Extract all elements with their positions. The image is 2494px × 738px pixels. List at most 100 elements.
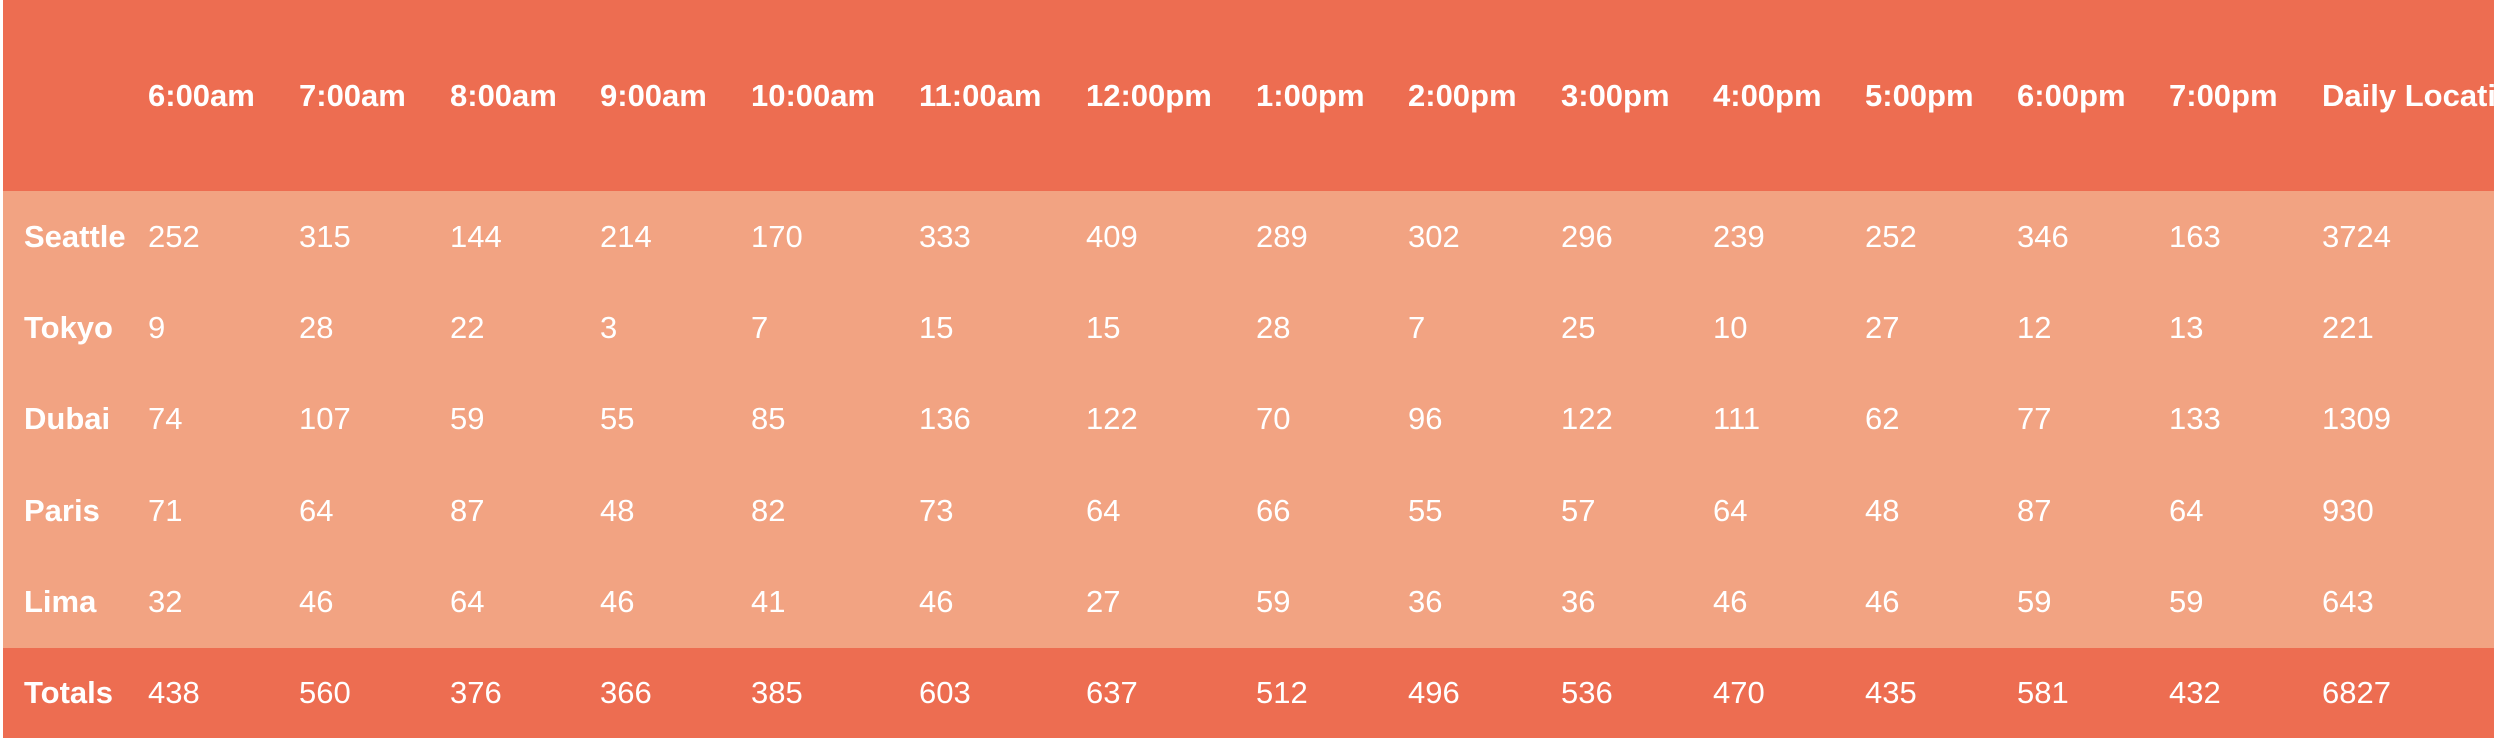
hourly-value-cell: 214 <box>600 218 652 254</box>
hourly-total-cell: 385 <box>751 675 803 710</box>
hourly-value-cell: 74 <box>148 401 183 437</box>
hourly-value-cell: 333 <box>919 218 971 254</box>
corner-cell <box>3 0 148 191</box>
hourly-total-cell: 376 <box>450 675 502 710</box>
hourly-value-cell: 346 <box>2017 218 2069 254</box>
hourly-value-cell: 315 <box>299 218 351 254</box>
hourly-value-cell: 302 <box>1408 218 1460 254</box>
hourly-value-cell: 66 <box>1256 492 1291 528</box>
hourly-value-cell: 46 <box>919 584 954 620</box>
hourly-value-cell: 25 <box>1561 310 1596 346</box>
hourly-value-cell: 41 <box>751 584 786 620</box>
daily-location-total-header: Daily Location Total <box>2322 78 2494 113</box>
hourly-value-cell: 64 <box>1713 492 1748 528</box>
totals-row: Totals 438 560 376 366 385 603 637 512 496 536 470… <box>3 648 2494 738</box>
hourly-value-cell: 64 <box>299 492 334 528</box>
hour-header: 8:00am <box>450 77 557 113</box>
hourly-value-cell: 59 <box>1256 584 1291 620</box>
hourly-total-cell: 560 <box>299 675 351 710</box>
hourly-total-cell: 435 <box>1865 675 1917 710</box>
table-row: Paris 71 64 87 48 82 73 64 66 55 57 64 48 87 64 930 <box>3 465 2494 557</box>
hourly-value-cell: 252 <box>1865 218 1917 254</box>
hourly-value-cell: 296 <box>1561 218 1613 254</box>
hourly-value-cell: 57 <box>1561 492 1596 528</box>
hourly-value-cell: 71 <box>148 492 183 528</box>
grand-total-cell: 6827 <box>2322 675 2391 710</box>
hourly-value-cell: 27 <box>1086 584 1121 620</box>
hourly-value-cell: 64 <box>450 584 485 620</box>
hourly-value-cell: 111 <box>1713 401 1761 437</box>
hourly-value-cell: 48 <box>600 492 635 528</box>
hourly-total-cell: 637 <box>1086 675 1138 710</box>
hourly-total-cell: 581 <box>2017 675 2069 710</box>
table-row: Seattle 252 315 144 214 170 333 409 289 302 296 239… <box>3 191 2494 283</box>
hourly-value-cell: 36 <box>1408 584 1443 620</box>
hourly-value-cell: 64 <box>2169 492 2204 528</box>
hourly-value-cell: 12 <box>2017 310 2052 346</box>
hourly-value-cell: 46 <box>1865 584 1900 620</box>
hourly-value-cell: 46 <box>600 584 635 620</box>
table-row: Tokyo 9 28 22 3 7 15 15 28 7 25 10 27 12 13 221 <box>3 282 2494 374</box>
location-total-cell: 3724 <box>2322 218 2391 254</box>
hourly-value-cell: 7 <box>751 310 769 346</box>
hourly-value-cell: 163 <box>2169 218 2221 254</box>
hourly-value-cell: 64 <box>1086 492 1121 528</box>
hourly-value-cell: 252 <box>148 218 200 254</box>
hourly-value-cell: 77 <box>2017 401 2052 437</box>
hourly-total-cell: 603 <box>919 675 971 710</box>
hourly-value-cell: 46 <box>299 584 334 620</box>
hour-header: 9:00am <box>600 77 707 113</box>
hourly-value-cell: 28 <box>299 310 334 346</box>
hourly-value-cell: 7 <box>1408 310 1426 346</box>
hour-header: 6:00am <box>148 77 255 113</box>
location-label: Lima <box>24 584 97 620</box>
hourly-total-cell: 512 <box>1256 675 1308 710</box>
hourly-value-cell: 87 <box>2017 492 2052 528</box>
hourly-value-cell: 46 <box>1713 584 1748 620</box>
hourly-total-cell: 536 <box>1561 675 1613 710</box>
hourly-value-cell: 48 <box>1865 492 1900 528</box>
location-total-cell: 1309 <box>2322 401 2391 437</box>
hour-header: 12:00pm <box>1086 77 1212 113</box>
table-row: Lima 32 46 64 46 41 46 27 59 36 36 46 46 59 59 643 <box>3 556 2494 648</box>
hour-header: 11:00am <box>919 77 1042 113</box>
location-label: Tokyo <box>24 310 113 346</box>
hour-header: 3:00pm <box>1561 77 1670 113</box>
hourly-value-cell: 122 <box>1561 401 1613 437</box>
hour-header: 4:00pm <box>1713 77 1822 113</box>
hourly-value-cell: 62 <box>1865 401 1900 437</box>
hourly-total-cell: 470 <box>1713 675 1765 710</box>
location-label: Seattle <box>24 218 126 254</box>
hourly-value-cell: 55 <box>1408 492 1443 528</box>
hour-header: 10:00am <box>751 77 876 113</box>
hourly-value-cell: 73 <box>919 492 954 528</box>
table-row: Dubai 74 107 59 55 85 136 122 70 96 122 111 62 77 133 1… <box>3 373 2494 466</box>
hourly-value-cell: 144 <box>450 218 502 254</box>
hour-header: 5:00pm <box>1865 77 1974 113</box>
hourly-total-cell: 366 <box>600 675 652 710</box>
hour-header: 2:00pm <box>1408 77 1517 113</box>
hourly-value-cell: 15 <box>919 310 954 346</box>
hourly-value-cell: 32 <box>148 584 183 620</box>
hourly-total-cell: 432 <box>2169 675 2221 710</box>
hourly-value-cell: 10 <box>1713 310 1748 346</box>
hour-header: 6:00pm <box>2017 77 2126 113</box>
table-body: Seattle 252 315 144 214 170 333 409 289 302 296 239… <box>3 191 2494 648</box>
hourly-value-cell: 59 <box>450 401 485 437</box>
hourly-value-cell: 59 <box>2017 584 2052 620</box>
location-total-cell: 643 <box>2322 584 2374 620</box>
hourly-total-cell: 496 <box>1408 675 1460 710</box>
hourly-value-cell: 28 <box>1256 310 1291 346</box>
hourly-value-cell: 15 <box>1086 310 1121 346</box>
table-footer: Totals 438 560 376 366 385 603 637 512 496 536 470… <box>3 648 2494 738</box>
location-label: Paris <box>24 492 100 528</box>
hour-header: 7:00am <box>299 77 406 113</box>
hourly-value-cell: 96 <box>1408 401 1443 437</box>
sales-table: 6:00am 7:00am 8:00am 9:00am 10:00am 11:00am 12… <box>3 0 2494 738</box>
hourly-value-cell: 409 <box>1086 218 1138 254</box>
hourly-value-cell: 70 <box>1256 401 1291 437</box>
header-row: 6:00am 7:00am 8:00am 9:00am 10:00am 11:00am 12… <box>3 0 2494 191</box>
hourly-total-cell: 438 <box>148 675 200 710</box>
hourly-value-cell: 3 <box>600 310 618 346</box>
hourly-value-cell: 239 <box>1713 218 1765 254</box>
